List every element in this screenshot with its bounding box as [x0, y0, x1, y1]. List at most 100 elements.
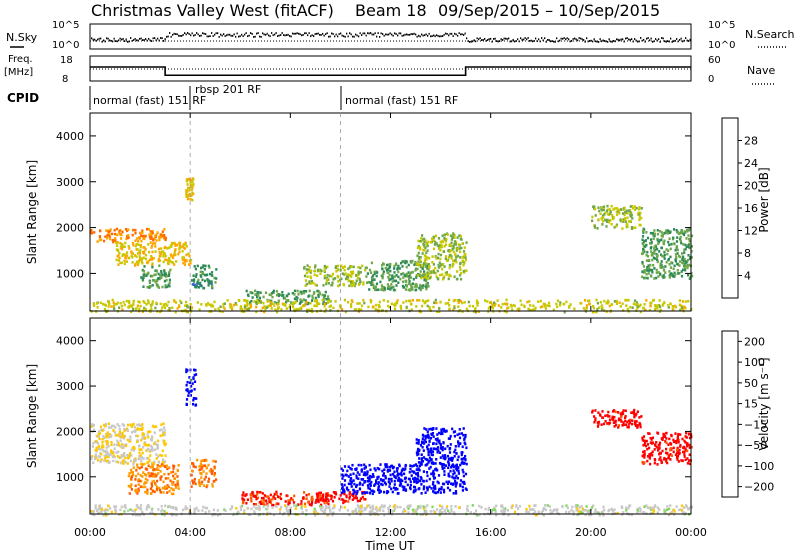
echo-cell — [301, 508, 303, 511]
echo-cell — [280, 506, 282, 509]
nsky-point — [321, 34, 322, 36]
echo-cell — [303, 491, 305, 494]
echo-cell — [413, 471, 415, 474]
echo-cell — [182, 509, 184, 512]
echo-cell — [436, 508, 438, 511]
echo-cell — [166, 275, 168, 278]
nsky-point — [436, 34, 437, 36]
echo-cell — [475, 509, 477, 512]
nsky-point — [387, 34, 388, 36]
echo-cell — [286, 505, 288, 508]
echo-cell — [514, 511, 516, 514]
echo-cell — [269, 501, 271, 504]
echo-cell — [465, 447, 467, 450]
echo-cell — [146, 491, 148, 494]
echo-cell — [462, 434, 464, 437]
nsky-point — [103, 40, 104, 42]
nsky-point — [538, 38, 539, 40]
echo-cell — [195, 466, 197, 469]
echo-cell — [137, 300, 139, 303]
echo-cell — [458, 433, 460, 436]
echo-cell — [163, 252, 165, 255]
nsky-point — [427, 35, 428, 37]
echo-cell — [159, 251, 161, 254]
echo-cell — [451, 428, 453, 431]
echo-cell — [507, 306, 509, 309]
echo-cell — [650, 232, 652, 235]
echo-cell — [168, 307, 170, 310]
echo-cell — [658, 250, 660, 253]
echo-cell — [426, 486, 428, 489]
echo-cell — [142, 432, 144, 435]
echo-cell — [369, 464, 371, 467]
echo-cell — [684, 306, 686, 309]
echo-cell — [96, 302, 98, 305]
echo-cell — [438, 432, 440, 435]
echo-cell — [652, 264, 654, 267]
echo-cell — [593, 415, 595, 418]
echo-cell — [597, 218, 599, 221]
nsky-point — [562, 38, 563, 40]
nsky-point — [607, 41, 608, 43]
nsky-point — [199, 35, 200, 37]
echo-cell — [130, 469, 132, 472]
echo-cell — [362, 484, 364, 487]
echo-cell — [611, 205, 613, 208]
nsky-point — [396, 33, 397, 35]
nsky-point — [651, 38, 652, 40]
echo-cell — [284, 304, 286, 307]
echo-cell — [327, 295, 329, 298]
echo-cell — [243, 509, 245, 512]
echo-cell — [661, 247, 663, 250]
nsky-point — [120, 38, 121, 40]
echo-cell — [648, 272, 650, 275]
echo-cell — [421, 264, 423, 267]
echo-cell — [681, 231, 683, 234]
echo-cell — [252, 296, 254, 299]
echo-cell — [649, 457, 651, 460]
echo-cell — [92, 445, 94, 448]
nsky-point — [349, 32, 350, 34]
nsky-point — [496, 40, 497, 42]
echo-cell — [406, 266, 408, 269]
echo-cell — [687, 274, 689, 277]
nsky-point — [276, 32, 277, 34]
echo-cell — [172, 467, 174, 470]
echo-cell — [679, 449, 681, 452]
echo-cell — [166, 491, 168, 494]
echo-cell — [327, 301, 329, 304]
echo-cell — [99, 236, 101, 239]
echo-cell — [648, 259, 650, 262]
echo-cell — [384, 287, 386, 290]
echo-cell — [414, 269, 416, 272]
echo-cell — [155, 425, 157, 428]
echo-cell — [109, 461, 111, 464]
nsky-point — [274, 34, 275, 36]
echo-cell — [563, 303, 565, 306]
echo-cell — [681, 438, 683, 441]
echo-cell — [262, 302, 264, 305]
echo-cell — [143, 274, 145, 277]
echo-cell — [120, 456, 122, 459]
echo-cell — [370, 271, 372, 274]
echo-cell — [666, 462, 668, 465]
echo-cell — [124, 245, 126, 248]
echo-cell — [670, 434, 672, 437]
echo-cell — [276, 290, 278, 293]
echo-cell — [458, 445, 460, 448]
echo-cell — [107, 435, 109, 438]
nsky-point — [447, 33, 448, 35]
echo-cell — [313, 305, 315, 308]
echo-cell — [164, 247, 166, 250]
echo-cell — [133, 300, 135, 303]
echo-cell — [170, 245, 172, 248]
echo-cell — [629, 306, 631, 309]
echo-cell — [353, 284, 355, 287]
echo-cell — [315, 501, 317, 504]
echo-cell — [549, 305, 551, 308]
nsky-point — [529, 40, 530, 42]
echo-cell — [100, 302, 102, 305]
echo-cell — [410, 481, 412, 484]
echo-cell — [669, 276, 671, 279]
date-range: 09/Sep/2015 – 10/Sep/2015 — [438, 1, 660, 20]
